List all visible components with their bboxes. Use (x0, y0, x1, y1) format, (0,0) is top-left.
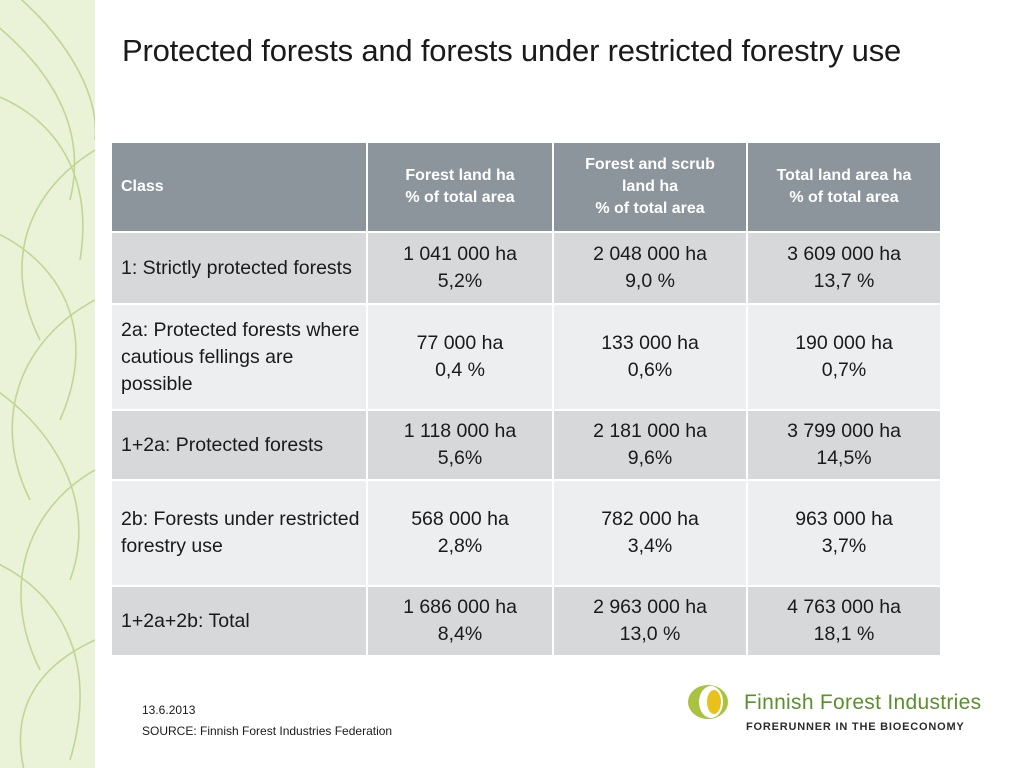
cell-total-land: 190 000 ha 0,7% (746, 303, 942, 411)
area-value: 2 963 000 ha (593, 596, 707, 618)
area-value: 1 686 000 ha (403, 596, 517, 618)
area-value: 190 000 ha (795, 332, 893, 354)
area-value: 77 000 ha (416, 332, 504, 354)
area-value: 1 118 000 ha (403, 420, 517, 442)
leaf-logo-icon (688, 685, 728, 719)
cell-class: 1: Strictly protected forests (110, 231, 368, 305)
cell-forest-land: 1 686 000 ha 8,4% (366, 585, 554, 657)
table-row: 2b: Forests under restricted forestry us… (110, 479, 942, 587)
logo-name: Finnish Forest Industries (744, 691, 982, 714)
company-logo: Finnish Forest Industries FORERUNNER IN … (684, 680, 1004, 740)
area-value: 2 048 000 ha (593, 243, 707, 265)
area-value: 568 000 ha (411, 508, 509, 530)
table-row: 2a: Protected forests where cautious fel… (110, 303, 942, 411)
header-line: % of total area (789, 189, 899, 206)
cell-forest-scrub: 2 048 000 ha 9,0 % (552, 231, 748, 305)
area-value: 4 763 000 ha (787, 596, 901, 618)
percent-value: 9,6% (627, 447, 673, 469)
header-line: % of total area (595, 200, 705, 217)
cell-total-land: 4 763 000 ha 18,1 % (746, 585, 942, 657)
cell-class: 2a: Protected forests where cautious fel… (110, 303, 368, 411)
header-line: Forest land ha (405, 167, 515, 184)
table-row: 1: Strictly protected forests 1 041 000 h… (110, 231, 942, 305)
cell-forest-scrub: 133 000 ha 0,6% (552, 303, 748, 411)
cell-forest-land: 77 000 ha 0,4 % (366, 303, 554, 411)
cell-total-land: 963 000 ha 3,7% (746, 479, 942, 587)
area-value: 963 000 ha (795, 508, 893, 530)
cell-forest-scrub: 2 963 000 ha 13,0 % (552, 585, 748, 657)
cell-forest-scrub: 2 181 000 ha 9,6% (552, 409, 748, 481)
percent-value: 3,7% (821, 535, 867, 557)
percent-value: 13,7 % (813, 270, 875, 292)
cell-class: 2b: Forests under restricted forestry us… (110, 479, 368, 587)
percent-value: 5,2% (437, 270, 483, 292)
percent-value: 2,8% (437, 535, 483, 557)
percent-value: 0,7% (821, 359, 867, 381)
cell-forest-land: 1 118 000 ha 5,6% (366, 409, 554, 481)
cell-class: 1+2a: Protected forests (110, 409, 368, 481)
percent-value: 8,4% (437, 623, 483, 645)
source-note: SOURCE: Finnish Forest Industries Federa… (142, 724, 393, 738)
area-value: 3 609 000 ha (787, 243, 901, 265)
percent-value: 18,1 % (813, 623, 875, 645)
percent-value: 3,4% (627, 535, 673, 557)
percent-value: 13,0 % (619, 623, 681, 645)
slide-title: Protected forests and forests under rest… (122, 33, 902, 68)
percent-value: 0,4 % (435, 359, 485, 381)
logo-tagline: FORERUNNER IN THE BIOECONOMY (746, 721, 965, 733)
header-forest-scrub: Forest and scrub land ha % of total area (552, 141, 748, 233)
table-header-row: Class Forest land ha% of total area Forest… (110, 141, 942, 233)
header-line: % of total area (405, 189, 515, 206)
percent-value: 5,6% (437, 447, 483, 469)
percent-value: 0,6% (627, 359, 673, 381)
header-class: Class (110, 141, 368, 233)
slide-date: 13.6.2013 (142, 703, 196, 717)
header-total-land: Total land area ha % of total area (746, 141, 942, 233)
percent-value: 9,0 % (625, 270, 675, 292)
leaf-curves-graphic (0, 0, 95, 768)
cell-total-land: 3 799 000 ha 14,5% (746, 409, 942, 481)
decorative-leaf-band (0, 0, 95, 768)
cell-forest-land: 568 000 ha 2,8% (366, 479, 554, 587)
area-value: 1 041 000 ha (403, 243, 517, 265)
cell-forest-scrub: 782 000 ha 3,4% (552, 479, 748, 587)
area-value: 133 000 ha (601, 332, 699, 354)
table-row: 1+2a+2b: Total 1 686 000 ha 8,4% 2 963 000 … (110, 585, 942, 657)
cell-total-land: 3 609 000 ha 13,7 % (746, 231, 942, 305)
header-line: land ha (621, 178, 678, 195)
header-line: Forest and scrub (585, 156, 715, 173)
table-row: 1+2a: Protected forests 1 118 000 ha 5,6% 2… (110, 409, 942, 481)
area-value: 2 181 000 ha (593, 420, 707, 442)
header-forest-land: Forest land ha % of total area (366, 141, 554, 233)
header-line: Class (121, 178, 164, 195)
cell-class: 1+2a+2b: Total (110, 585, 368, 657)
area-value: 782 000 ha (601, 508, 699, 530)
cell-forest-land: 1 041 000 ha 5,2% (366, 231, 554, 305)
header-line: Total land area ha (776, 167, 912, 184)
area-value: 3 799 000 ha (787, 420, 901, 442)
percent-value: 14,5% (816, 447, 872, 469)
protected-forests-table: Class Forest land ha% of total area Forest… (110, 141, 942, 657)
